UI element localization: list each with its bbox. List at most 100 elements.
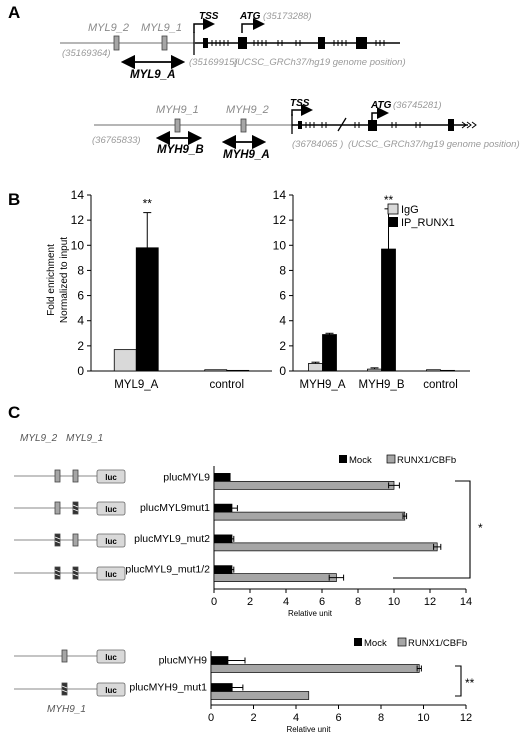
ebox-label-myl9-2: MYL9_2	[88, 22, 129, 34]
x-tick-label: 10	[417, 712, 429, 724]
mutation-mark	[54, 569, 61, 573]
luc-box	[96, 533, 126, 548]
bar-mock	[210, 656, 229, 665]
atg-coord-2: (36745281)	[393, 100, 442, 111]
luc-label: luc	[105, 653, 117, 662]
mutation-mark	[72, 508, 79, 512]
bar-igg	[367, 368, 382, 372]
legend-b-ip: IP_RUNX1	[401, 217, 455, 229]
amplicon-label-myh9-a: MYH9_A	[223, 149, 270, 161]
x-tick-label: 4	[293, 712, 299, 724]
ebox-label-myh9-1: MYH9_1	[156, 104, 199, 116]
y-tick-label: 8	[279, 263, 286, 277]
legend-c-top-mock-swatch	[339, 455, 347, 463]
bar-runx1-cbfb	[213, 481, 395, 490]
construct-ebox-label-b: MYL9_1	[66, 433, 103, 444]
bar-mock	[213, 503, 233, 513]
legend-c-bottom-mock: Mock	[364, 638, 387, 649]
x-tick-label: 12	[424, 596, 436, 608]
luc-box	[96, 566, 126, 581]
x-tick-label: 4	[283, 596, 289, 608]
luc-box	[96, 649, 126, 664]
x-tick-label: 0	[208, 712, 214, 724]
tss-coord-1: (35169915)	[189, 57, 238, 68]
chart-c-bottom: 0 2 4 6 8 10 12 Relative unit plucMYH9 plucMYH9_m…	[129, 651, 472, 734]
x-tick-label: 0	[211, 596, 217, 608]
ebox-myl9-1	[161, 35, 168, 51]
legend-c-top-runx: RUNX1/CBFb	[397, 455, 456, 466]
y-tick-label: 6	[279, 289, 286, 303]
mutation-mark	[61, 689, 68, 693]
significance-marker: **	[143, 197, 153, 211]
mutation-mark	[72, 573, 79, 577]
y-tick-label: 14	[273, 188, 287, 202]
y-tick-label: 0	[77, 364, 84, 378]
ref-genome-1: (UCSC_GRCh37/hg19 genome position)	[234, 57, 406, 68]
legend-c-top-runx-swatch	[386, 454, 396, 464]
gene-map-myl9	[60, 18, 400, 70]
panel-b-ylabel-2: Normalized to input	[59, 237, 70, 323]
x-tick-label: 12	[460, 712, 472, 724]
ebox-myl9-2	[113, 35, 120, 51]
legend-b-igg-swatch	[387, 203, 399, 215]
luc-box	[96, 682, 126, 697]
legend-c-bottom: Mock RUNX1/CBFb	[354, 637, 467, 649]
y-tick-label: 4	[279, 314, 286, 328]
x-tick-label: 6	[319, 596, 325, 608]
left-coord-2: (36765833)	[92, 135, 141, 146]
construct-name: plucMYH9_mut1	[129, 682, 207, 694]
y-tick-label: 2	[279, 339, 286, 353]
bar-igg	[113, 349, 137, 372]
sig-bracket-bottom	[455, 665, 462, 697]
panel-a-label: A	[8, 3, 20, 22]
bar-ip-runx1	[135, 247, 159, 372]
x-tick-label: 8	[355, 596, 361, 608]
y-tick-label: 0	[279, 364, 286, 378]
ebox-label-myl9-1: MYL9_1	[141, 22, 182, 34]
mutation-mark	[72, 569, 79, 573]
ebox-label-myh9-2: MYH9_2	[226, 104, 269, 116]
amplicon-label-myh9-b: MYH9_B	[157, 144, 204, 156]
y-tick-label: 6	[77, 289, 84, 303]
tss-label-1: TSS	[199, 11, 219, 22]
bar-mock	[213, 473, 231, 482]
x-axis-title: Relative unit	[286, 725, 331, 734]
bar-runx1-cbfb	[213, 511, 406, 521]
bar-mock	[210, 683, 233, 692]
atg-label-1: ATG	[239, 11, 261, 22]
x-tick-label: 10	[388, 596, 400, 608]
tss-label-2: TSS	[290, 98, 310, 109]
construct-name: plucMYH9	[159, 655, 208, 667]
ebox-wildtype	[61, 649, 68, 663]
ebox-myh9-1	[174, 118, 181, 133]
construct-ebox-label-a: MYL9_2	[20, 433, 58, 444]
bar-igg	[426, 369, 441, 372]
y-tick-label: 12	[273, 213, 287, 227]
legend-c-top-mock: Mock	[349, 455, 372, 466]
bar-ip-runx1	[226, 369, 250, 372]
bar-ip-runx1	[440, 369, 455, 372]
y-tick-label: 8	[77, 263, 84, 277]
sig-star-top: *	[478, 521, 483, 535]
construct-ebox-label-bottom: MYH9_1	[47, 704, 86, 715]
ebox-mutant	[54, 533, 61, 547]
bar-ip-runx1	[381, 248, 396, 372]
x-tick-label: 2	[247, 596, 253, 608]
x-tick-label: 2	[250, 712, 256, 724]
significance-marker: **	[384, 193, 394, 207]
chart-c-top: 0 2 4 6 8 10 12 14 Relative unit plucMYL9 plucMYL9…	[125, 466, 472, 618]
construct-name: plucMYL9_mut1/2	[125, 564, 210, 576]
legend-c-bottom-runx-swatch	[397, 637, 407, 647]
legend-c-bottom-runx: RUNX1/CBFb	[408, 638, 467, 649]
y-tick-label: 2	[77, 339, 84, 353]
y-tick-label: 10	[273, 238, 287, 252]
ref-genome-2: (UCSC_GRCh37/hg19 genome position)	[348, 139, 520, 150]
tss-coord-2: (36784065 )	[292, 139, 343, 150]
x-category-label: control	[209, 379, 244, 391]
ebox-wildtype	[72, 469, 79, 483]
x-tick-label: 6	[335, 712, 341, 724]
luc-label: luc	[105, 473, 117, 482]
chart-b-left: 0 2 4 6 8 10 12 14 MYL9_A control **	[71, 188, 272, 391]
mutation-mark	[54, 540, 61, 544]
x-tick-label: 14	[460, 596, 472, 608]
